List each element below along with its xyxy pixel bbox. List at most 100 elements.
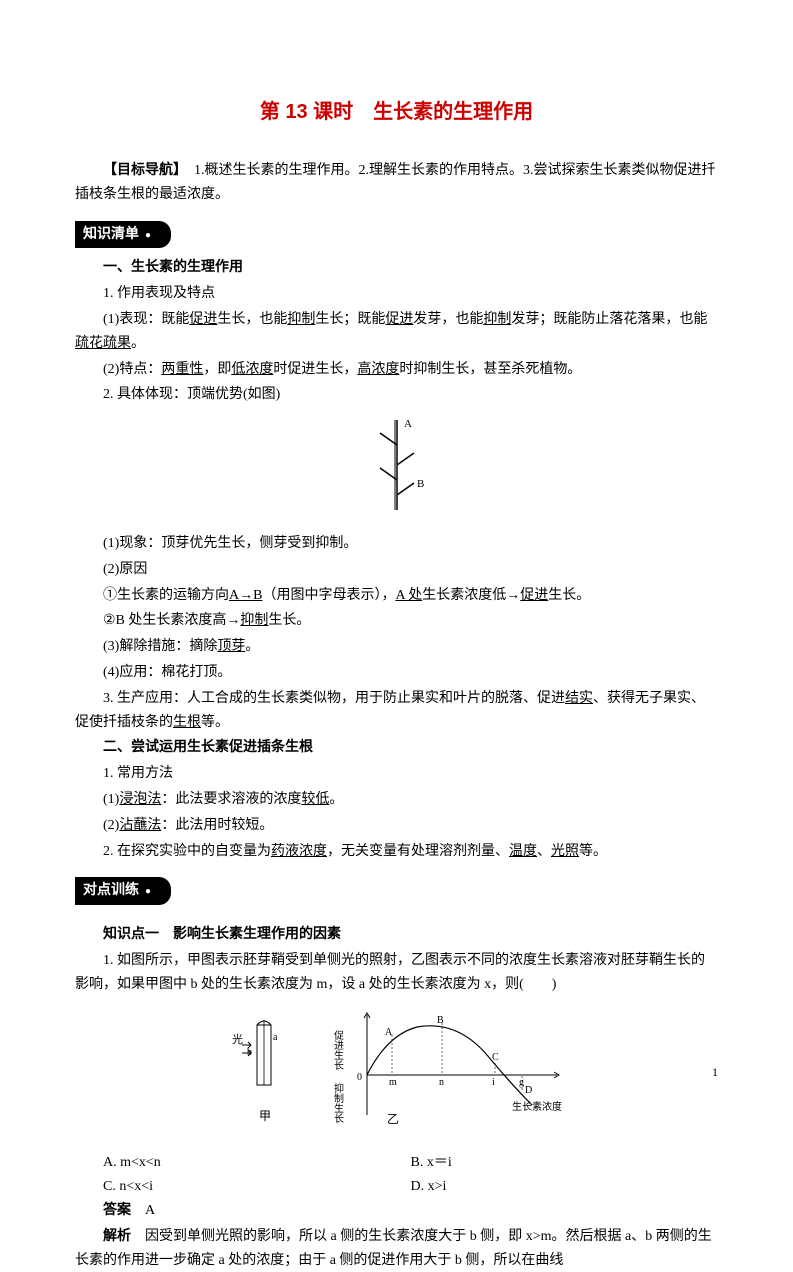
- text: (2): [103, 818, 119, 833]
- answer-value: A: [131, 1203, 155, 1218]
- svg-text:D: D: [525, 1085, 532, 1096]
- sec1-2-3: (3)解除措施：摘除顶芽。: [75, 635, 718, 659]
- lesson-title: 第 13 课时 生长素的生理作用: [75, 95, 718, 129]
- banner-practice: 对点训练: [75, 877, 171, 905]
- sec1-3: 3. 生产应用：人工合成的生长素类似物，用于防止果实和叶片的脱落、促进结实、获得…: [75, 687, 718, 735]
- text: (1)表现：既能: [103, 312, 189, 327]
- options-row-1: A. m<x<n B. x＝i: [103, 1151, 718, 1175]
- underline-text: 促进: [189, 312, 217, 327]
- text: 生长，也能: [217, 312, 287, 327]
- question-1: 1. 如图所示，甲图表示胚芽鞘受到单侧光的照射，乙图表示不同的浓度生长素溶液对胚…: [75, 949, 718, 997]
- svg-text:a: a: [273, 1032, 278, 1043]
- underline-text: 生根: [173, 715, 201, 730]
- sec1-2-4: (4)应用：棉花打顶。: [75, 661, 718, 685]
- page-number: 1: [712, 1062, 718, 1082]
- svg-text:m: m: [389, 1077, 397, 1088]
- svg-text:g: g: [519, 1077, 524, 1088]
- text: 生长素浓度低→: [422, 588, 520, 603]
- text: 时促进生长，: [273, 362, 357, 377]
- underline-text: A 处: [395, 588, 422, 603]
- label-a: A: [404, 418, 412, 430]
- sec1-2-1: (1)现象：顶芽优先生长，侧芽受到抑制。: [75, 532, 718, 556]
- sec1-1-2: (2)特点：两重性，即低浓度时促进生长，高浓度时抑制生长，甚至杀死植物。: [75, 358, 718, 382]
- underline-text: 促进: [385, 312, 413, 327]
- explanation-text: 因受到单侧光照的影响，所以 a 侧的生长素浓度大于 b 侧，即 x>m。然后根据…: [75, 1229, 712, 1268]
- text: ②B 处生长素浓度高→: [103, 613, 240, 628]
- objectives: 【目标导航】 1.概述生长素的生理作用。2.理解生长素的作用特点。3.尝试探索生…: [75, 159, 718, 207]
- svg-text:抑制生长: 抑制生长: [331, 1082, 343, 1122]
- sec1-item1: 1. 作用表现及特点: [75, 282, 718, 306]
- sec2-1-2: (2)沾蘸法：此法用时较短。: [75, 814, 718, 838]
- svg-text:光: 光: [232, 1032, 243, 1046]
- text: 。: [329, 792, 343, 807]
- option-a: A. m<x<n: [103, 1151, 411, 1175]
- svg-text:B: B: [437, 1015, 444, 1026]
- text: 等。: [579, 844, 607, 859]
- underline-text: 光照: [551, 844, 579, 859]
- answer-label: 答案: [103, 1203, 131, 1218]
- svg-text:C: C: [492, 1052, 499, 1063]
- text: 生长。: [548, 588, 590, 603]
- option-b: B. x＝i: [411, 1151, 719, 1175]
- underline-text: 顶芽: [217, 639, 245, 654]
- svg-text:n: n: [439, 1077, 444, 1088]
- text: ：此法用时较短。: [161, 818, 273, 833]
- underline-text: 较低: [301, 792, 329, 807]
- text: 时抑制生长，甚至杀死植物。: [399, 362, 581, 377]
- underline-text: 低浓度: [231, 362, 273, 377]
- svg-text:甲: 甲: [259, 1109, 271, 1123]
- underline-text: 抑制: [483, 312, 511, 327]
- text: 等。: [201, 715, 229, 730]
- underline-text: 沾蘸法: [119, 818, 161, 833]
- option-c: C. n<x<i: [103, 1175, 411, 1199]
- underline-text: 结实: [565, 691, 593, 706]
- underline-text: 药液浓度: [271, 844, 327, 859]
- sec1-1-1: (1)表现：既能促进生长，也能抑制生长；既能促进发芽，也能抑制发芽；既能防止落花…: [75, 308, 718, 356]
- text: 2. 在探究实验中的自变量为: [103, 844, 271, 859]
- chart-svg: a b 光 甲 A B C D m n i g 0 促进生长 抑制生长: [227, 1005, 567, 1135]
- section-2-heading: 二、尝试运用生长素促进插条生根: [75, 736, 718, 760]
- underline-text: 抑制: [240, 613, 268, 628]
- underline-text: 浸泡法: [119, 792, 161, 807]
- explanation-label: 解析: [103, 1229, 131, 1244]
- text: 生长。: [268, 613, 310, 628]
- svg-text:促进生长: 促进生长: [331, 1028, 343, 1069]
- text: ①生长素的运输方向: [103, 588, 229, 603]
- text: ，即: [203, 362, 231, 377]
- sec2-1: 1. 常用方法: [75, 762, 718, 786]
- sec2-1-1: (1)浸泡法：此法要求溶液的浓度较低。: [75, 788, 718, 812]
- text: 发芽，也能: [413, 312, 483, 327]
- explanation: 解析 因受到单侧光照的影响，所以 a 侧的生长素浓度大于 b 侧，即 x>m。然…: [75, 1225, 718, 1272]
- underline-text: 抑制: [287, 312, 315, 327]
- chart-diagram: a b 光 甲 A B C D m n i g 0 促进生长 抑制生长: [75, 1005, 718, 1144]
- text: (1): [103, 792, 119, 807]
- plant-svg: A B: [362, 415, 432, 515]
- text: ，无关变量有处理溶剂剂量、: [327, 844, 509, 859]
- text: 发芽；既能防止落花落果，也能: [511, 312, 707, 327]
- text: （用图中字母表示），: [262, 588, 395, 603]
- objectives-label: 【目标导航】: [103, 163, 180, 178]
- underline-text: 促进: [520, 588, 548, 603]
- underline-text: 疏花疏果: [75, 336, 131, 351]
- text: (2)特点：: [103, 362, 161, 377]
- text: 、: [537, 844, 551, 859]
- text: 生长；既能: [315, 312, 385, 327]
- options-row-2: C. n<x<i D. x>i: [103, 1175, 718, 1199]
- banner-knowledge-list: 知识清单: [75, 221, 171, 249]
- plant-diagram: A B: [75, 415, 718, 524]
- label-b: B: [417, 478, 424, 490]
- svg-text:0: 0: [357, 1072, 362, 1083]
- underline-text: A→B: [229, 588, 262, 603]
- knowledge-point-1: 知识点一 影响生长素生理作用的因素: [75, 923, 718, 947]
- sec1-2-2: (2)原因: [75, 558, 718, 582]
- section-1-heading: 一、生长素的生理作用: [75, 256, 718, 280]
- sec2-2: 2. 在探究实验中的自变量为药液浓度，无关变量有处理溶剂剂量、温度、光照等。: [75, 840, 718, 864]
- sec1-2-2-1: ①生长素的运输方向A→B（用图中字母表示），A 处生长素浓度低→促进生长。: [75, 584, 718, 608]
- underline-text: 高浓度: [357, 362, 399, 377]
- text: 。: [131, 336, 145, 351]
- text: 。: [245, 639, 259, 654]
- text: (3)解除措施：摘除: [103, 639, 217, 654]
- svg-text:i: i: [492, 1077, 495, 1088]
- underline-text: 两重性: [161, 362, 203, 377]
- underline-text: 温度: [509, 844, 537, 859]
